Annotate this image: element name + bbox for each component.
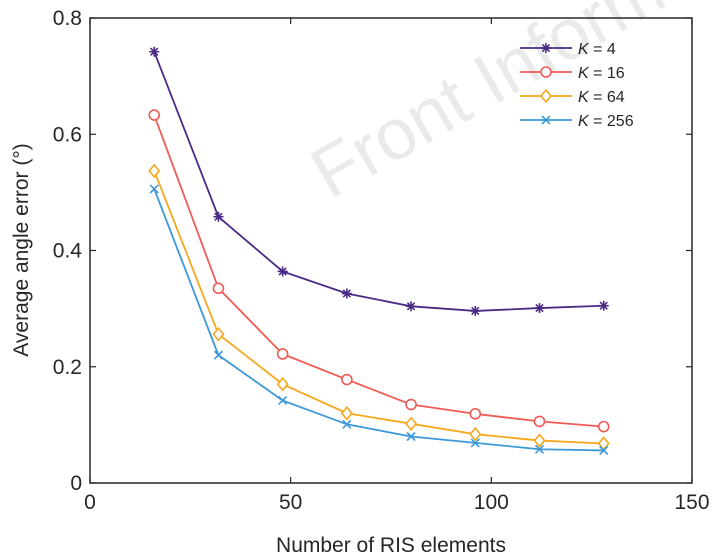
data-point	[533, 415, 546, 428]
data-point	[278, 395, 288, 406]
data-point	[148, 109, 161, 121]
series-line	[153, 114, 604, 428]
data-point	[597, 420, 610, 433]
legend-item: K = 16	[520, 65, 625, 82]
y-tick-label: 0.6	[53, 123, 82, 146]
legend-marker	[540, 66, 552, 78]
series-layer	[148, 46, 610, 456]
legend-label: K = 4	[578, 41, 616, 58]
series-line	[153, 51, 604, 312]
x-axis: 0 50 100 150	[84, 18, 710, 514]
data-point	[406, 431, 416, 442]
y-tick-label: 0.2	[53, 356, 82, 379]
data-point	[277, 266, 288, 277]
x-tick-label: 100	[474, 491, 509, 514]
legend-label: K = 16	[578, 65, 625, 82]
y-axis: 0 0.2 0.4 0.6 0.8	[53, 7, 692, 495]
legend-label: K = 256	[578, 113, 634, 130]
data-point	[213, 211, 224, 222]
data-point	[534, 444, 545, 454]
series-line	[153, 170, 604, 445]
data-point	[405, 398, 417, 411]
series-0	[149, 46, 609, 316]
legend-item: K = 64	[520, 88, 625, 106]
x-tick-label: 50	[279, 491, 302, 514]
data-point	[406, 301, 417, 312]
data-point	[341, 288, 352, 299]
x-tick-label: 150	[674, 491, 709, 514]
data-point	[213, 350, 223, 360]
legend-marker	[541, 43, 551, 53]
data-point	[212, 282, 225, 295]
legend-marker	[541, 115, 551, 125]
series-3	[149, 184, 609, 456]
data-point	[533, 433, 546, 448]
plot-area	[89, 17, 693, 484]
legend-item: K = 4	[520, 41, 616, 58]
series-2	[148, 163, 610, 451]
data-point	[149, 184, 159, 194]
y-axis-label: Average angle error (°)	[10, 143, 33, 356]
legend: K = 4 K = 16 K = 64 K = 256	[520, 41, 634, 130]
data-point	[470, 438, 480, 448]
data-point	[149, 46, 160, 57]
series-1	[148, 109, 610, 433]
data-point	[148, 163, 161, 179]
x-axis-label: Number of RIS elements	[276, 534, 506, 556]
watermark: Front Inform	[298, 0, 678, 214]
series-line	[153, 188, 604, 452]
data-point	[342, 419, 352, 429]
data-point	[534, 303, 545, 314]
y-tick-label: 0	[70, 472, 82, 495]
legend-label: K = 64	[578, 89, 625, 106]
data-point	[469, 408, 482, 420]
data-point	[469, 426, 482, 442]
y-tick-label: 0.4	[53, 240, 83, 263]
data-point	[341, 373, 353, 386]
y-tick-label: 0.8	[53, 7, 82, 30]
legend-item: K = 256	[520, 113, 634, 130]
data-point	[598, 300, 609, 311]
data-point	[276, 376, 289, 392]
x-tick-label: 0	[84, 491, 96, 514]
data-point	[340, 406, 353, 421]
data-point	[276, 348, 289, 360]
data-point	[212, 326, 225, 342]
data-point	[599, 445, 609, 456]
legend-marker	[539, 88, 553, 104]
data-point	[470, 305, 481, 316]
data-point	[405, 416, 418, 431]
